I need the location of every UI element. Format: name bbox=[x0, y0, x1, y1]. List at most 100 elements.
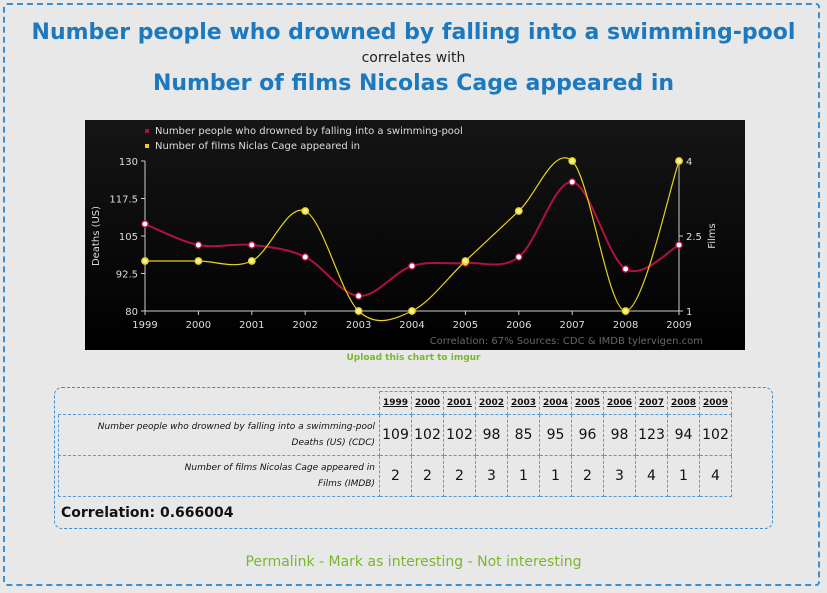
y-tick-label-left: 105 bbox=[119, 232, 138, 243]
y-tick-label-left: 80 bbox=[125, 307, 138, 318]
x-tick-label: 1999 bbox=[132, 320, 157, 331]
link-separator: - bbox=[314, 554, 329, 570]
table-cell: 2 bbox=[379, 455, 412, 497]
series-line-1 bbox=[144, 181, 680, 298]
upload-link[interactable]: Upload this chart to imgur bbox=[346, 353, 481, 363]
table-cell: 109 bbox=[379, 414, 412, 456]
table-cell: 102 bbox=[699, 414, 732, 456]
y-tick-label-left: 117.5 bbox=[109, 195, 138, 206]
x-tick-label: 2002 bbox=[292, 320, 317, 331]
page-frame bbox=[3, 3, 820, 586]
year-header: 2005 bbox=[571, 391, 604, 415]
y-tick-label-left: 92.5 bbox=[116, 270, 138, 281]
year-header: 2004 bbox=[539, 391, 572, 415]
series-1-point bbox=[675, 241, 683, 249]
series-2-point bbox=[247, 257, 256, 265]
table-cell: 123 bbox=[635, 414, 668, 456]
row-label-name: Number people who drowned by falling int… bbox=[97, 422, 375, 432]
table-cell: 4 bbox=[635, 455, 668, 497]
year-header: 2002 bbox=[475, 391, 508, 415]
table-cell: 3 bbox=[603, 455, 636, 497]
y-axis-label-left: Deaths (US) bbox=[91, 206, 102, 266]
year-header: 2006 bbox=[603, 391, 636, 415]
table-cell: 2 bbox=[571, 455, 604, 497]
series-2-point bbox=[514, 207, 523, 215]
table-cell: 2 bbox=[443, 455, 476, 497]
series-line-2 bbox=[144, 157, 680, 322]
year-header: 2001 bbox=[443, 391, 476, 415]
row-label-unit: Films (IMDB) bbox=[317, 479, 375, 489]
table-cell: 1 bbox=[507, 455, 540, 497]
data-table-box: 1999 2000 2001 2002 2003 2004 2005 2006 2007 2008… bbox=[54, 387, 773, 529]
table-cell: 102 bbox=[443, 414, 476, 456]
row-label: Number of films Nicolas Cage appeared in… bbox=[58, 455, 380, 497]
title-series-1: Number people who drowned by falling int… bbox=[31, 20, 796, 45]
year-header: 2009 bbox=[699, 391, 732, 415]
table-cell: 85 bbox=[507, 414, 540, 456]
table-cell: 4 bbox=[699, 455, 732, 497]
series-2-point bbox=[141, 257, 149, 265]
x-tick-label: 2005 bbox=[453, 320, 478, 331]
series-2-point bbox=[301, 207, 310, 215]
table-cell: 1 bbox=[539, 455, 572, 497]
mark-interesting-link[interactable]: Mark as interesting bbox=[328, 554, 464, 570]
chart-footer: Correlation: 67% Sources: CDC & IMDB tyl… bbox=[430, 336, 703, 347]
series-1-point bbox=[568, 178, 577, 186]
y-tick-label-left: 130 bbox=[119, 157, 138, 168]
series-2-point bbox=[408, 307, 416, 315]
series-1-point bbox=[301, 253, 310, 261]
chart-panel: 80 92.5 105 117.5 130 1 2.5 4 1999 2000 2001 2002 20… bbox=[85, 120, 745, 350]
table-cell: 2 bbox=[411, 455, 444, 497]
table-cell: 94 bbox=[667, 414, 700, 456]
correlates-with-text: correlates with bbox=[361, 50, 466, 66]
x-tick-label: 2008 bbox=[613, 320, 638, 331]
x-tick-label: 2004 bbox=[399, 320, 424, 331]
y-axis-label-right: Films bbox=[707, 223, 718, 249]
correlation-value: Correlation: 0.666004 bbox=[61, 505, 234, 521]
permalink-link[interactable]: Permalink bbox=[245, 554, 315, 570]
title-series-2: Number of films Nicolas Cage appeared in bbox=[152, 71, 675, 96]
legend-label: Number of films Niclas Cage appeared in bbox=[155, 141, 360, 152]
x-tick-label: 2007 bbox=[559, 320, 584, 331]
series-2-point bbox=[194, 257, 203, 265]
series-1-point bbox=[514, 253, 523, 261]
not-interesting-link[interactable]: Not interesting bbox=[477, 554, 582, 570]
series-1-point bbox=[408, 262, 416, 270]
table-cell: 98 bbox=[475, 414, 508, 456]
series-2-point bbox=[568, 157, 577, 165]
year-header: 2000 bbox=[411, 391, 444, 415]
x-tick-label: 2009 bbox=[666, 320, 691, 331]
legend-swatch bbox=[145, 129, 149, 133]
table-cell: 96 bbox=[571, 414, 604, 456]
year-header: 2008 bbox=[667, 391, 700, 415]
table-cell: 95 bbox=[539, 414, 572, 456]
chart-svg: 80 92.5 105 117.5 130 1 2.5 4 1999 2000 2001 2002 20… bbox=[91, 126, 718, 347]
table-cell: 3 bbox=[475, 455, 508, 497]
y-tick-label-right: 4 bbox=[686, 157, 692, 168]
x-tick-label: 2006 bbox=[506, 320, 531, 331]
y-tick-label-right: 2.5 bbox=[686, 232, 702, 243]
series-1-point bbox=[141, 220, 149, 228]
y-tick-label-right: 1 bbox=[686, 307, 692, 318]
series-2-point bbox=[621, 307, 630, 315]
x-tick-label: 2003 bbox=[346, 320, 371, 331]
legend-swatch bbox=[145, 144, 149, 148]
series-1-point bbox=[354, 292, 363, 300]
year-header: 2007 bbox=[635, 391, 668, 415]
x-tick-label: 2001 bbox=[239, 320, 264, 331]
legend-label: Number people who drowned by falling int… bbox=[155, 126, 463, 137]
table-row: Number people who drowned by falling int… bbox=[58, 414, 732, 456]
row-label: Number people who drowned by falling int… bbox=[58, 414, 380, 456]
table-cell: 102 bbox=[411, 414, 444, 456]
series-2-point bbox=[461, 257, 470, 265]
table-cell: 1 bbox=[667, 455, 700, 497]
year-header-row: 1999 2000 2001 2002 2003 2004 2005 2006 2007 2008… bbox=[58, 391, 732, 415]
year-header: 1999 bbox=[379, 391, 412, 415]
row-label-name: Number of films Nicolas Cage appeared in bbox=[184, 463, 375, 473]
table-row: Number of films Nicolas Cage appeared in… bbox=[58, 455, 732, 497]
table-cell: 98 bbox=[603, 414, 636, 456]
table-corner bbox=[58, 391, 380, 415]
series-2-point bbox=[675, 157, 683, 165]
row-label-unit: Deaths (US) (CDC) bbox=[291, 438, 375, 448]
series-1-point bbox=[194, 241, 203, 249]
